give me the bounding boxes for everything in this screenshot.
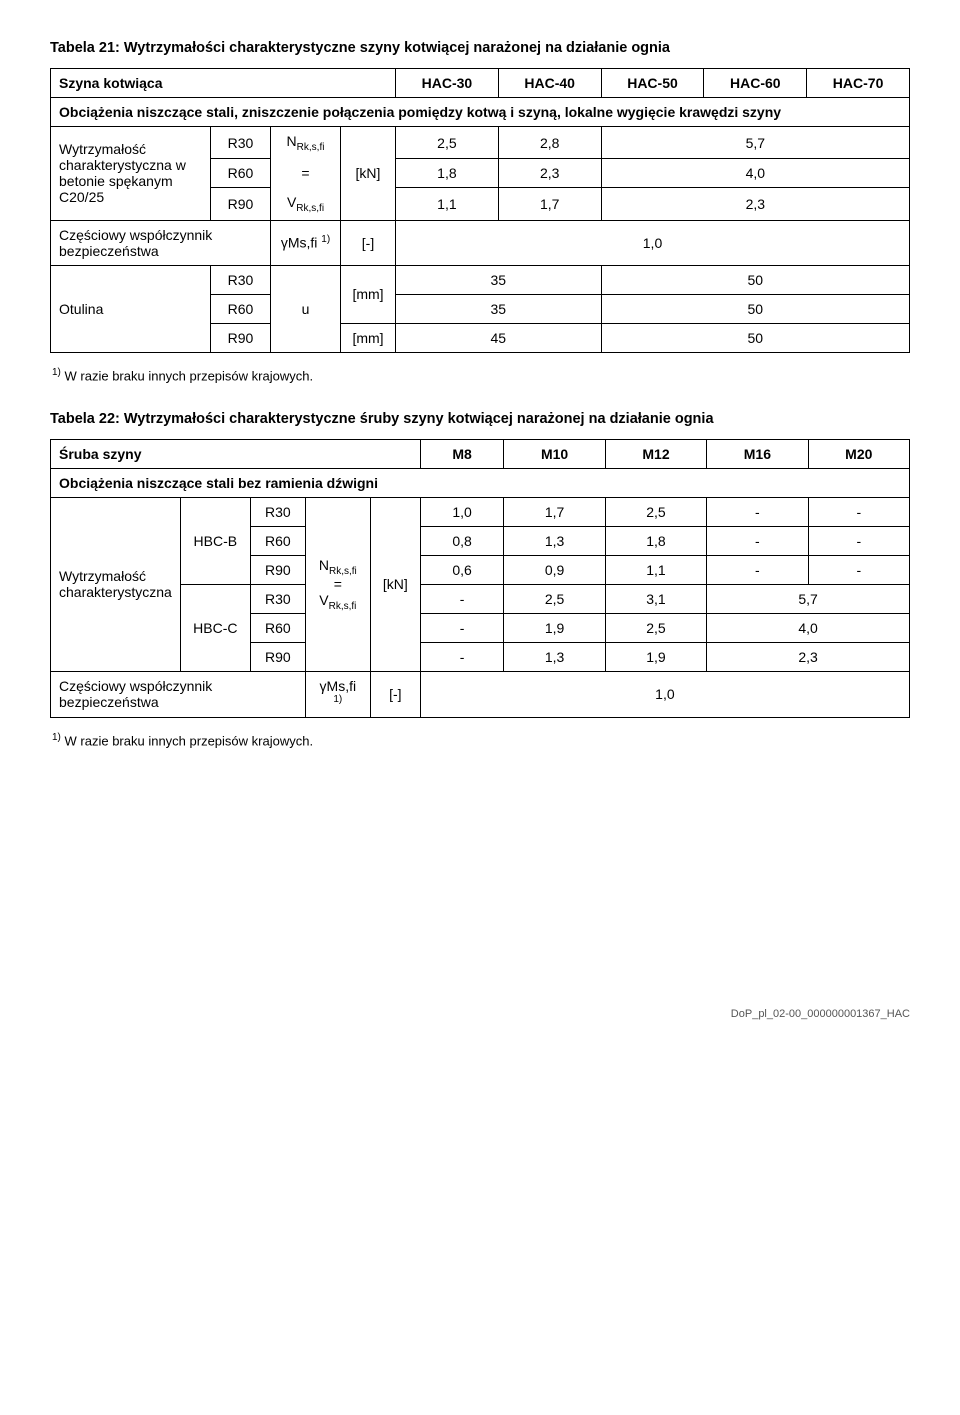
cell: 0,9 (504, 555, 605, 584)
t22-section1: Obciążenia niszczące stali bez ramienia … (51, 468, 910, 497)
cell: 1,7 (498, 188, 601, 220)
t21-col1: HAC-40 (498, 69, 601, 98)
cell: 50 (601, 323, 909, 352)
cell: 2,5 (605, 613, 706, 642)
cell: 2,3 (498, 159, 601, 188)
t21-strength-label: Wytrzymałość charakterystyczna w betonie… (51, 127, 211, 221)
cell: 1,3 (504, 526, 605, 555)
cell: 1,8 (396, 159, 499, 188)
t22-rowheader: Śruba szyny (51, 439, 421, 468)
table22-title: Tabela 22: Wytrzymałości charakterystycz… (50, 411, 910, 427)
footnote-1: 1) W razie braku innych przepisów krajow… (52, 367, 910, 383)
t21-dash-unit: [-] (341, 220, 396, 265)
cell: R90 (250, 555, 305, 584)
cell: R60 (250, 526, 305, 555)
cell: 2,5 (605, 497, 706, 526)
t22-safety-label: Częściowy współczynnik bezpieczeństwa (51, 671, 306, 717)
t22-hbcb: HBC-B (180, 497, 250, 584)
footnote-2: 1) W razie braku innych przepisów krajow… (52, 732, 910, 748)
t21-u: u (271, 265, 341, 352)
t22-col2: M12 (605, 439, 706, 468)
cell: R30 (250, 497, 305, 526)
cell: 3,1 (605, 584, 706, 613)
cell: 1,7 (504, 497, 605, 526)
cell: R60 (250, 613, 305, 642)
t22-strength-label: Wytrzymałość charakterystyczna (51, 497, 181, 671)
cell: 1,8 (605, 526, 706, 555)
cell: - (707, 526, 808, 555)
t22-col0: M8 (420, 439, 504, 468)
t21-section1: Obciążenia niszczące stali, zniszczenie … (51, 98, 910, 127)
cell: 2,3 (601, 188, 909, 220)
t21-cover-r30: R30 (211, 265, 271, 294)
cell: - (808, 555, 909, 584)
cell: 2,5 (504, 584, 605, 613)
t21-mm: [mm] (341, 265, 396, 323)
t21-cover-r60: R60 (211, 294, 271, 323)
t22-hbcc: HBC-C (180, 584, 250, 671)
cell: 0,6 (420, 555, 504, 584)
t21-rlabel1: R60 (211, 159, 271, 188)
t21-formula-n: NRk,s,fi (271, 127, 341, 159)
cell: R30 (250, 584, 305, 613)
t21-unit-kn: [kN] (341, 127, 396, 221)
t22-col4: M20 (808, 439, 909, 468)
cell: 1,0 (420, 497, 504, 526)
cell: 1,1 (605, 555, 706, 584)
t21-cover-r90: R90 (211, 323, 271, 352)
t21-rowheader: Szyna kotwiąca (51, 69, 396, 98)
cell: 50 (601, 294, 909, 323)
t21-formula-eq: = (271, 159, 341, 188)
cell: 45 (396, 323, 602, 352)
t22-col3: M16 (707, 439, 808, 468)
cell: 1,1 (396, 188, 499, 220)
t21-rlabel0: R30 (211, 127, 271, 159)
table21-title: Tabela 21: Wytrzymałości charakterystycz… (50, 40, 910, 56)
cell: 2,8 (498, 127, 601, 159)
cell: R90 (250, 642, 305, 671)
cell: 4,0 (707, 613, 910, 642)
cell: 35 (396, 294, 602, 323)
cell: 50 (601, 265, 909, 294)
cell: 2,3 (707, 642, 910, 671)
t21-mm2: [mm] (341, 323, 396, 352)
cell: 1,3 (504, 642, 605, 671)
page-footer: DoP_pl_02-00_000000001367_HAC (50, 1008, 910, 1020)
cell: 0,8 (420, 526, 504, 555)
cell: 35 (396, 265, 602, 294)
cell: - (420, 613, 504, 642)
cell: - (707, 497, 808, 526)
t21-col0: HAC-30 (396, 69, 499, 98)
t22-col1: M10 (504, 439, 605, 468)
cell: - (707, 555, 808, 584)
cell: 5,7 (707, 584, 910, 613)
cell: 1,9 (504, 613, 605, 642)
cell: - (808, 526, 909, 555)
t22-formula: NRk,s,fi=VRk,s,fi (305, 497, 370, 671)
t21-safety-val: 1,0 (396, 220, 910, 265)
cell: - (420, 584, 504, 613)
t21-col3: HAC-60 (704, 69, 807, 98)
cell: 4,0 (601, 159, 909, 188)
cell: 5,7 (601, 127, 909, 159)
t21-cover-label: Otulina (51, 265, 211, 352)
cell: - (420, 642, 504, 671)
t21-col4: HAC-70 (807, 69, 910, 98)
t22-unit-kn: [kN] (370, 497, 420, 671)
t21-gamma: γMs,fi 1) (271, 220, 341, 265)
t21-safety-label: Częściowy współczynnik bezpieczeństwa (51, 220, 271, 265)
table21: Szyna kotwiąca HAC-30 HAC-40 HAC-50 HAC-… (50, 68, 910, 353)
t22-gamma: γMs,fi 1) (305, 671, 370, 717)
cell: - (808, 497, 909, 526)
table22: Śruba szyny M8 M10 M12 M16 M20 Obciążeni… (50, 439, 910, 718)
t22-dash-unit: [-] (370, 671, 420, 717)
t21-col2: HAC-50 (601, 69, 704, 98)
t21-formula-v: VRk,s,fi (271, 188, 341, 220)
cell: 1,9 (605, 642, 706, 671)
t21-rlabel2: R90 (211, 188, 271, 220)
t22-safety-val: 1,0 (420, 671, 909, 717)
cell: 2,5 (396, 127, 499, 159)
